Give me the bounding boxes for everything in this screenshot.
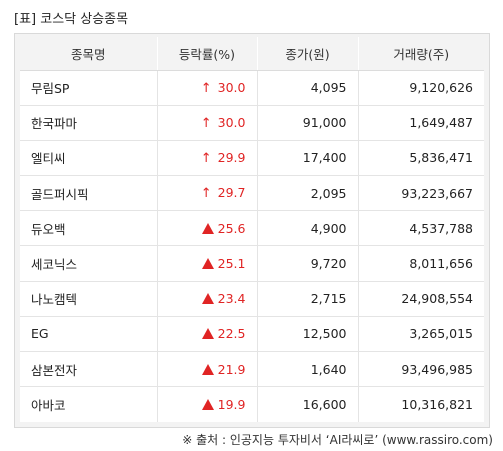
trade-volume: 4,537,788 xyxy=(358,210,484,247)
up-triangle-icon xyxy=(201,328,214,340)
change-rate-cell: ↑ 30.0 xyxy=(157,70,258,106)
table-row: 세코닉스 25.1 9,720 8,011,656 xyxy=(20,245,484,282)
change-rate-cell: 25.6 xyxy=(157,210,258,247)
up-triangle-icon xyxy=(201,258,214,270)
stock-table: 종목명 등락률(%) 종가(원) 거래량(주) 무림SP ↑ 30.0 4,095 9,… xyxy=(20,37,484,422)
header-row: 종목명 등락률(%) 종가(원) 거래량(주) xyxy=(20,37,484,71)
change-rate-value: 29.7 xyxy=(217,185,246,201)
close-price: 91,000 xyxy=(257,105,359,141)
trade-volume: 93,496,985 xyxy=(358,351,484,388)
close-price: 9,720 xyxy=(257,245,359,282)
change-rate-value: 29.9 xyxy=(217,149,246,165)
trade-volume: 24,908,554 xyxy=(358,281,484,317)
change-rate-value: 19.9 xyxy=(217,397,246,413)
up-triangle-icon xyxy=(201,293,214,305)
change-rate-cell: 23.4 xyxy=(157,281,258,317)
change-rate-value: 25.1 xyxy=(217,256,246,272)
up-arrow-icon: ↑ xyxy=(200,80,212,96)
header-close: 종가(원) xyxy=(257,37,359,71)
table-frame: 종목명 등락률(%) 종가(원) 거래량(주) 무림SP ↑ 30.0 4,095 9,… xyxy=(14,33,490,428)
stock-name: 한국파마 xyxy=(20,105,158,141)
table-body: 무림SP ↑ 30.0 4,095 9,120,626 한국파마 ↑ 30.0 91,000 1,… xyxy=(20,70,484,422)
trade-volume: 8,011,656 xyxy=(358,245,484,282)
change-rate-cell: 19.9 xyxy=(157,386,258,422)
up-arrow-icon: ↑ xyxy=(200,115,212,131)
header-rate: 등락률(%) xyxy=(157,37,258,71)
change-rate-value: 23.4 xyxy=(217,291,246,307)
change-rate-value: 25.6 xyxy=(217,220,246,236)
table-row: 무림SP ↑ 30.0 4,095 9,120,626 xyxy=(20,70,484,106)
trade-volume: 5,836,471 xyxy=(358,140,484,177)
close-price: 2,715 xyxy=(257,281,359,317)
close-price: 16,600 xyxy=(257,386,359,422)
up-arrow-icon: ↑ xyxy=(200,186,212,202)
change-rate-cell: ↑ 29.7 xyxy=(157,175,258,212)
stock-name: 듀오백 xyxy=(20,210,158,247)
stock-name: 나노캠텍 xyxy=(20,281,158,317)
trade-volume: 10,316,821 xyxy=(401,397,473,413)
change-rate-cell: 21.9 xyxy=(157,351,258,388)
stock-name: 골드퍼시픽 xyxy=(20,175,158,212)
close-price: 4,900 xyxy=(257,210,359,247)
up-triangle-icon xyxy=(201,399,214,411)
stock-name: 세코닉스 xyxy=(20,245,158,282)
stock-name: EG xyxy=(20,316,158,353)
table-row: 한국파마 ↑ 30.0 91,000 1,649,487 xyxy=(20,105,484,141)
table-row: EG 22.5 12,500 3,265,015 xyxy=(20,316,484,353)
stock-name: 삼본전자 xyxy=(20,351,158,388)
table-title: [표] 코스닥 상승종목 xyxy=(14,12,129,27)
change-rate-value: 30.0 xyxy=(217,79,246,95)
change-rate-cell: ↑ 29.9 xyxy=(157,140,258,177)
up-triangle-icon xyxy=(201,363,214,375)
trade-volume: 3,265,015 xyxy=(358,316,484,353)
close-price: 1,640 xyxy=(257,351,359,388)
source-note: ※ 출처 : 인공지능 투자비서 ‘AI라씨로’ (www.rassiro.co… xyxy=(182,433,493,447)
header-name: 종목명 xyxy=(20,37,158,71)
table-row: 골드퍼시픽 ↑ 29.7 2,095 93,223,667 xyxy=(20,175,484,212)
change-rate-value: 30.0 xyxy=(217,114,246,130)
table-row: 나노캠텍 23.4 2,715 24,908,554 xyxy=(20,281,484,317)
close-price: 17,400 xyxy=(257,140,359,177)
table-row: 듀오백 25.6 4,900 4,537,788 xyxy=(20,210,484,247)
up-arrow-icon: ↑ xyxy=(200,150,212,166)
close-price: 4,095 xyxy=(257,70,359,106)
stock-name: 아바코 xyxy=(20,386,158,422)
change-rate-cell: 22.5 xyxy=(157,316,258,353)
table-row: 엘티씨 ↑ 29.9 17,400 5,836,471 xyxy=(20,140,484,177)
stock-name: 무림SP xyxy=(20,70,158,106)
table-row: 아바코 19.9 16,600 10,316,821 xyxy=(20,386,484,422)
change-rate-value: 21.9 xyxy=(217,361,246,377)
close-price: 12,500 xyxy=(257,316,359,353)
trade-volume: 1,649,487 xyxy=(358,105,484,141)
change-rate-value: 22.5 xyxy=(217,326,246,342)
trade-volume: 9,120,626 xyxy=(358,70,484,106)
trade-volume: 93,223,667 xyxy=(358,175,484,212)
change-rate-cell: ↑ 30.0 xyxy=(157,105,258,141)
table-row: 삼본전자 21.9 1,640 93,496,985 xyxy=(20,351,484,388)
change-rate-cell: 25.1 xyxy=(157,245,258,282)
up-triangle-icon xyxy=(201,222,214,234)
close-price: 2,095 xyxy=(257,175,359,212)
stock-name: 엘티씨 xyxy=(20,140,158,177)
header-volume: 거래량(주) xyxy=(358,37,484,71)
